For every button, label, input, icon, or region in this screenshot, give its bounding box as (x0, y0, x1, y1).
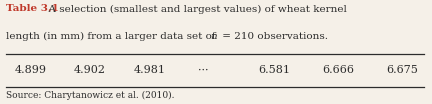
Text: Source: Charytanowicz et al. (2010).: Source: Charytanowicz et al. (2010). (6, 90, 174, 100)
Text: n: n (210, 32, 216, 41)
Text: length (in mm) from a larger data set of: length (in mm) from a larger data set of (6, 32, 219, 41)
Text: ···: ··· (198, 65, 209, 75)
Text: Table 3.1: Table 3.1 (6, 4, 59, 13)
Text: = 210 observations.: = 210 observations. (219, 32, 328, 41)
Text: 4.981: 4.981 (134, 65, 166, 75)
Text: A selection (smallest and largest values) of wheat kernel: A selection (smallest and largest values… (42, 4, 347, 14)
Text: 6.675: 6.675 (386, 65, 418, 75)
Text: 4.899: 4.899 (14, 65, 46, 75)
Text: 6.666: 6.666 (322, 65, 354, 75)
Text: 6.581: 6.581 (258, 65, 290, 75)
Text: 4.902: 4.902 (74, 65, 106, 75)
